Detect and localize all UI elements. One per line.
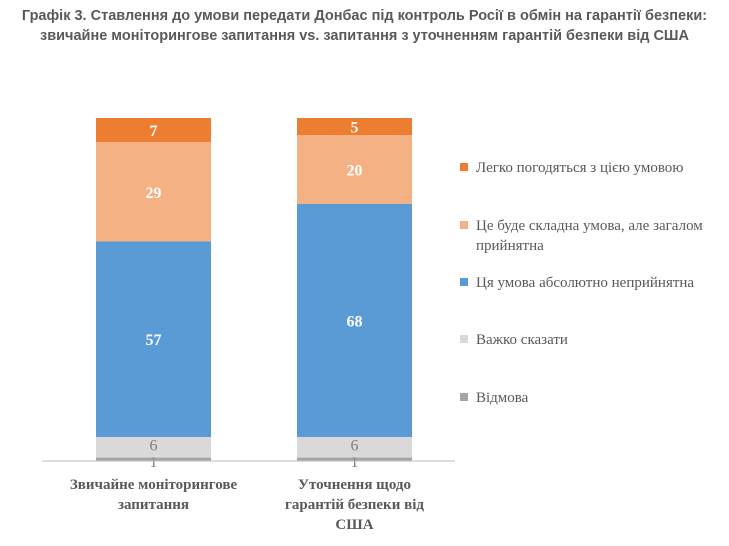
data-label-easy-agree: 7 (150, 123, 158, 140)
legend-label: Важко сказати (476, 332, 568, 348)
legend-swatch (460, 163, 468, 171)
legend-label: Легко погодяться з цією умовою (476, 160, 684, 176)
category-label: Звичайне моніторингове запитання (70, 477, 238, 513)
data-label-refusal: 1 (351, 454, 359, 471)
bar-segment-hard-acceptable (96, 142, 211, 242)
data-label-easy-agree: 5 (351, 120, 359, 137)
legend-label: Це буде складна умова, але загалом прийн… (476, 218, 703, 254)
data-label-hard-acceptable: 20 (347, 162, 363, 179)
data-label-hard-to-say: 6 (150, 437, 158, 454)
legend-label: Відмова (476, 390, 529, 406)
data-label-hard-to-say: 6 (351, 437, 359, 454)
bar-segment-easy-agree (96, 118, 211, 143)
bar-segment-refusal (297, 457, 412, 461)
data-label-unacceptable: 68 (347, 313, 363, 330)
legend-swatch (460, 393, 468, 401)
legend-label: Ця умова абсолютно неприйнятна (476, 275, 695, 291)
category-label: Уточнення щодо гарантій безпеки від США (285, 477, 424, 533)
data-label-refusal: 1 (150, 454, 158, 471)
legend-swatch (460, 335, 468, 343)
bar-segment-hard-to-say (297, 436, 412, 458)
bar-segment-unacceptable (96, 241, 211, 437)
legend-swatch (460, 221, 468, 229)
bar-segment-hard-acceptable (297, 135, 412, 204)
legend-swatch (460, 278, 468, 286)
bar-segment-unacceptable (297, 203, 412, 437)
bar-segment-easy-agree (297, 118, 412, 136)
data-label-unacceptable: 57 (146, 332, 162, 349)
chart-title: Графік 3. Ставлення до умови передати До… (21, 8, 708, 44)
bar-segment-refusal (96, 457, 211, 461)
data-label-hard-acceptable: 29 (146, 185, 162, 202)
bar-segment-hard-to-say (96, 436, 211, 458)
